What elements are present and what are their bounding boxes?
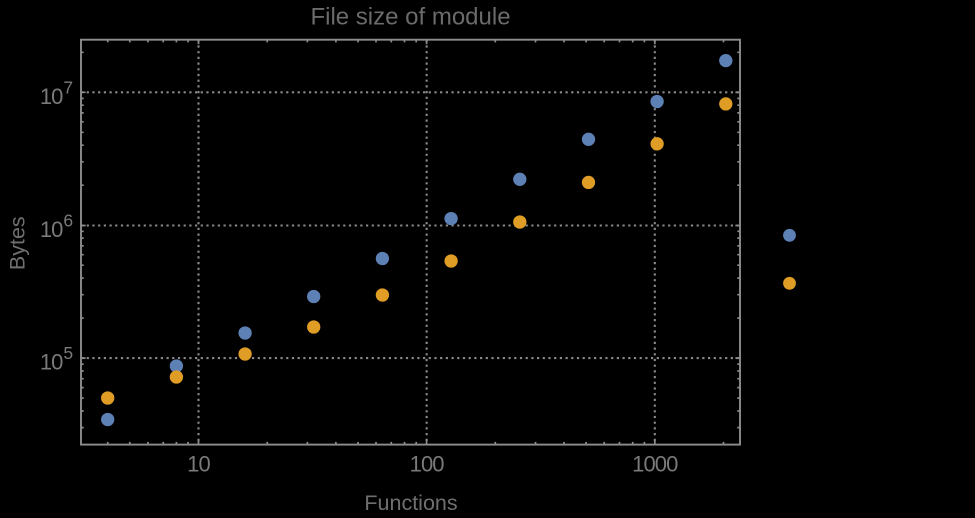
svg-text:5: 5 <box>63 343 73 363</box>
svg-text:Functions: Functions <box>364 491 457 513</box>
svg-text:File size of module: File size of module <box>310 4 510 31</box>
svg-text:10: 10 <box>40 350 63 375</box>
svg-text:10: 10 <box>40 84 63 109</box>
svg-text:100: 100 <box>410 452 445 477</box>
svg-text:10: 10 <box>40 217 63 242</box>
svg-text:1000: 1000 <box>632 452 678 477</box>
svg-text:7: 7 <box>63 77 73 97</box>
svg-text:Bytes: Bytes <box>5 216 29 270</box>
svg-text:10: 10 <box>187 452 210 477</box>
svg-text:6: 6 <box>63 211 73 231</box>
